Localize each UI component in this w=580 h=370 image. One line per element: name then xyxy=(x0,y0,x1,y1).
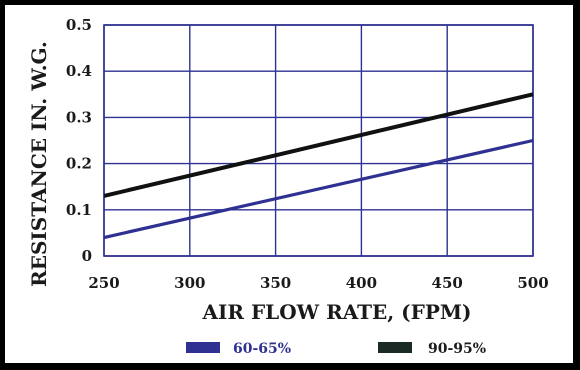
grid xyxy=(103,24,534,257)
legend: 60-65% 90-95% xyxy=(186,341,486,357)
legend-label-90-95: 90-95% xyxy=(428,341,486,357)
series-line-90-95 xyxy=(103,92,534,198)
y-tick-label: 0.3 xyxy=(66,108,92,126)
x-tick-label: 500 xyxy=(517,274,548,292)
y-tick-label: 0.5 xyxy=(66,16,92,34)
chart-panel xyxy=(5,5,573,363)
y-tick-label: 0.2 xyxy=(66,155,92,173)
x-tick-label: 300 xyxy=(174,274,205,292)
legend-label-60-65: 60-65% xyxy=(233,341,291,357)
y-tick-label: 0.4 xyxy=(66,62,92,80)
legend-swatch-60-65 xyxy=(186,342,220,353)
x-tick-label: 250 xyxy=(88,274,119,292)
legend-swatch-90-95 xyxy=(378,342,412,353)
series-line-60-65 xyxy=(103,138,534,240)
y-tick-label: 0.1 xyxy=(66,201,92,219)
x-tick-labels: 250 300 350 400 450 500 xyxy=(88,274,548,292)
x-tick-label: 350 xyxy=(260,274,291,292)
y-tick-labels: 0 0.1 0.2 0.3 0.4 0.5 xyxy=(66,16,92,265)
x-tick-label: 450 xyxy=(432,274,463,292)
y-tick-label: 0 xyxy=(82,247,92,265)
x-axis-title: AIR FLOW RATE, (FPM) xyxy=(202,300,472,324)
series-lines xyxy=(103,92,534,240)
x-tick-label: 400 xyxy=(346,274,377,292)
y-axis-title: RESISTANCE IN. W.G. xyxy=(27,41,51,287)
